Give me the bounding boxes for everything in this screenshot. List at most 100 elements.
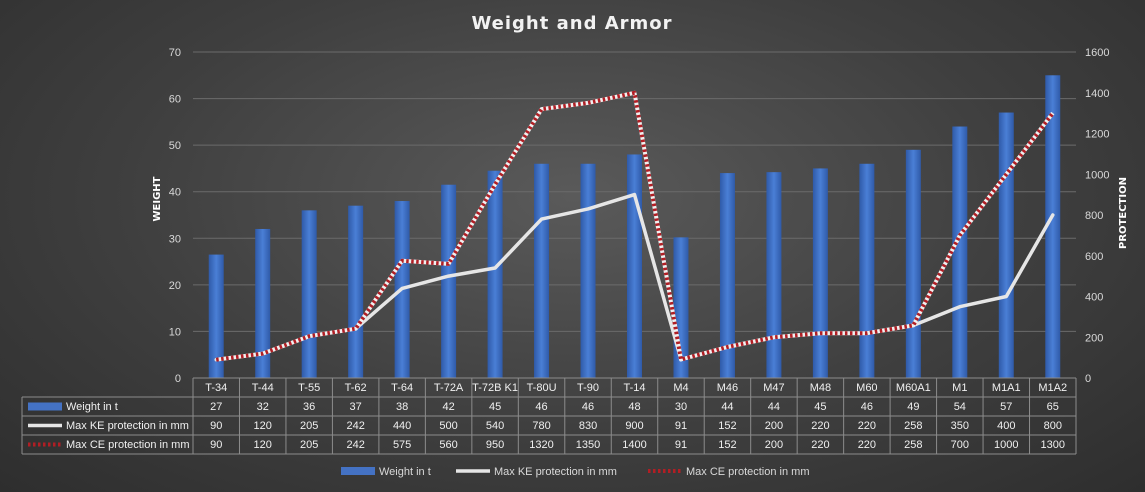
- bar-T-90: [580, 163, 596, 378]
- table-cell-weight: 37: [350, 401, 362, 413]
- table-cell-ke: 500: [439, 420, 457, 432]
- y-tick-left: 10: [169, 326, 181, 338]
- x-tick-label: T-14: [623, 382, 645, 394]
- table-cell-ce: 1000: [994, 439, 1018, 451]
- y-tick-left: 0: [175, 373, 181, 385]
- y-tick-right: 400: [1085, 292, 1103, 304]
- y-tick-left: 30: [169, 233, 181, 245]
- table-cell-weight: 45: [814, 401, 826, 413]
- bar-T-72B K1: [487, 170, 503, 378]
- x-tick-label: T-72A: [434, 382, 464, 394]
- table-row-label-ce: Max CE protection in mm: [66, 439, 189, 451]
- legend-key-weight: [28, 402, 62, 411]
- table-cell-ce: 258: [904, 439, 922, 451]
- table-cell-ce: 152: [718, 439, 736, 451]
- x-tick-label: M60: [856, 382, 877, 394]
- table-cell-ke: 200: [765, 420, 783, 432]
- y-tick-left: 20: [169, 280, 181, 292]
- y-axis-left-ticks: 0 10 20 30 40 50 60 70: [169, 47, 181, 385]
- table-cell-weight: 44: [768, 401, 780, 413]
- x-tick-label: T-64: [391, 382, 413, 394]
- table-cell-ke: 91: [675, 420, 687, 432]
- bar-M47: [766, 172, 782, 378]
- table-cell-weight: 49: [907, 401, 919, 413]
- table-cell-ke: 780: [532, 420, 550, 432]
- table-cell-ke: 120: [254, 420, 272, 432]
- bar-M46: [719, 173, 735, 378]
- bar-T-62: [348, 205, 364, 378]
- table-cell-weight: 46: [861, 401, 873, 413]
- y-tick-right: 800: [1085, 210, 1103, 222]
- y-tick-right: 1400: [1085, 88, 1109, 100]
- legend-key-weight: [341, 467, 375, 475]
- table-row-label-weight: Weight in t: [66, 401, 118, 413]
- table-cell-ke: 900: [625, 420, 643, 432]
- bar-T-44: [255, 228, 271, 378]
- x-tick-label: M60A1: [896, 382, 931, 394]
- table-cell-ce: 242: [346, 439, 364, 451]
- x-tick-label: T-80U: [527, 382, 557, 394]
- table-cell-ke: 205: [300, 420, 318, 432]
- table-cell-ce: 90: [210, 439, 222, 451]
- protection-lines: [214, 90, 1055, 362]
- y-tick-right: 200: [1085, 332, 1103, 344]
- table-cell-ce: 1320: [529, 439, 553, 451]
- x-tick-label: T-62: [345, 382, 367, 394]
- bar-M1A1: [998, 112, 1014, 379]
- bar-M1A2: [1045, 75, 1061, 379]
- x-tick-label: M1A2: [1038, 382, 1067, 394]
- table-cell-ke: 90: [210, 420, 222, 432]
- y-tick-left: 40: [169, 187, 181, 199]
- table-cell-ce: 1300: [1041, 439, 1065, 451]
- y-tick-left: 50: [169, 140, 181, 152]
- bar-T-55: [301, 210, 317, 378]
- table-cell-ce: 205: [300, 439, 318, 451]
- y-axis-left-title: WEIGHT: [152, 176, 163, 221]
- table-cell-weight: 27: [210, 401, 222, 413]
- y-tick-right: 1000: [1085, 169, 1109, 181]
- x-tick-label: M47: [763, 382, 784, 394]
- table-cell-ce: 700: [951, 439, 969, 451]
- bar-M60A1: [905, 149, 921, 378]
- table-cell-weight: 65: [1047, 401, 1059, 413]
- x-tick-label: T-90: [577, 382, 599, 394]
- legend-label-ke: Max KE protection in mm: [494, 466, 617, 478]
- table-cell-ce: 575: [393, 439, 411, 451]
- x-tick-label: M4: [673, 382, 688, 394]
- table-row-label-ke: Max KE protection in mm: [66, 420, 189, 432]
- bar-T-80U: [534, 163, 550, 378]
- legend-label-ce: Max CE protection in mm: [686, 466, 809, 478]
- x-tick-label: T-44: [252, 382, 274, 394]
- y-tick-right: 600: [1085, 251, 1103, 263]
- x-tick-label: M1: [952, 382, 967, 394]
- table-cell-ke: 540: [486, 420, 504, 432]
- y-tick-left: 60: [169, 94, 181, 106]
- table-cell-ke: 152: [718, 420, 736, 432]
- table-cell-ce: 91: [675, 439, 687, 451]
- table-cell-weight: 30: [675, 401, 687, 413]
- table-cell-weight: 54: [954, 401, 966, 413]
- table-cell-ce: 220: [811, 439, 829, 451]
- table-cell-ce: 1350: [576, 439, 600, 451]
- table-cell-ce: 1400: [622, 439, 646, 451]
- bar-M48: [812, 168, 828, 378]
- y-axis-right-ticks: 0 200 400 600 800 1000 1200 1400 1600: [1085, 47, 1109, 385]
- legend-label-weight: Weight in t: [379, 466, 431, 478]
- y-tick-right: 1600: [1085, 47, 1109, 59]
- table-cell-ke: 350: [951, 420, 969, 432]
- data-table: T-34 T-44 T-55 T-62 T-64 T-72A T-72B K1 T-80U T-…: [21, 377, 1077, 455]
- table-cell-ce: 120: [254, 439, 272, 451]
- y-axis-right-title: PROTECTION: [1118, 177, 1129, 249]
- x-tick-label: T-34: [205, 382, 227, 394]
- x-tick-label: M46: [717, 382, 738, 394]
- y-tick-right: 0: [1085, 373, 1091, 385]
- table-cell-weight: 38: [396, 401, 408, 413]
- bar-M60: [859, 163, 875, 378]
- table-cell-weight: 57: [1000, 401, 1012, 413]
- table-cell-weight: 46: [582, 401, 594, 413]
- x-tick-label: M1A1: [992, 382, 1021, 394]
- table-cell-ke: 400: [997, 420, 1015, 432]
- table-cell-weight: 46: [535, 401, 547, 413]
- table-cell-ce: 220: [858, 439, 876, 451]
